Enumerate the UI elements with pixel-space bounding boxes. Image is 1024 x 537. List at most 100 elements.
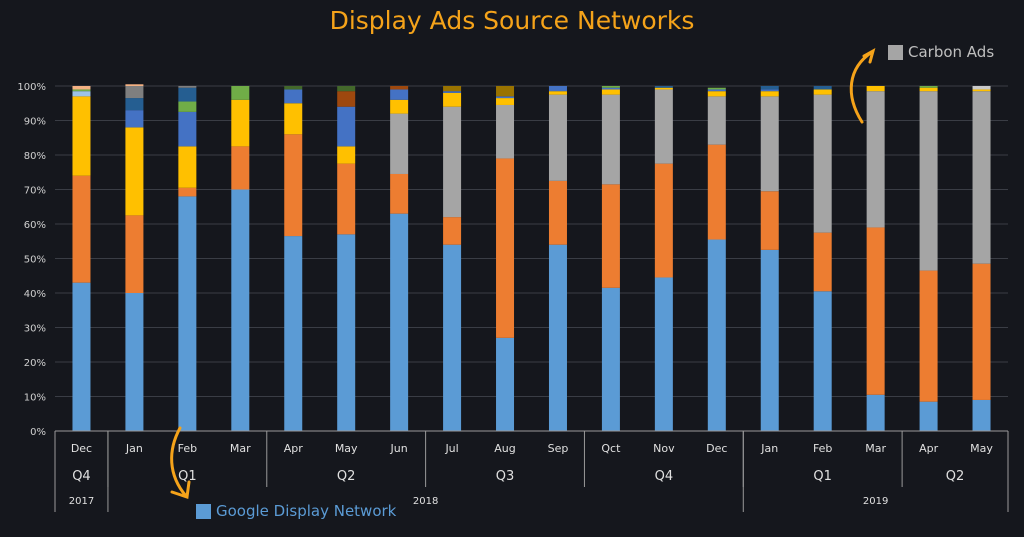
bar-segment (654, 163, 673, 278)
chart-title: Display Ads Source Networks (329, 6, 695, 35)
bar-segment (72, 91, 91, 97)
x-tick-label-year: 2017 (69, 496, 94, 507)
x-tick-label-month: Mar (230, 442, 251, 455)
x-tick-label-month: Dec (71, 442, 92, 455)
bar-segment (972, 399, 991, 431)
bar-segment (178, 111, 197, 147)
bar-segment (654, 86, 673, 88)
arrow-to-google-display-network (170, 426, 188, 498)
bar-segment (284, 103, 303, 135)
bar-segment (601, 287, 620, 431)
y-tick-label: 0% (30, 427, 46, 438)
bar-segment (178, 87, 197, 102)
bar-segment (866, 91, 885, 228)
y-tick-label: 80% (24, 151, 46, 162)
bar-segment (760, 249, 779, 431)
bar-segment (707, 91, 726, 97)
bar-segment (178, 86, 197, 88)
bar-segment (125, 293, 144, 431)
x-tick-label-month: Dec (706, 442, 727, 455)
bar-segment (707, 239, 726, 431)
bar-segment (178, 187, 197, 197)
legend-label-carbon-ads: Carbon Ads (908, 43, 995, 61)
bar-segment (125, 98, 144, 111)
x-tick-label-month: Aug (494, 442, 515, 455)
bar-segment (178, 196, 197, 431)
x-tick-label-quarter: Q3 (496, 469, 515, 484)
bar-segment (72, 282, 91, 431)
y-tick-label: 30% (24, 324, 46, 335)
bar-segment (390, 99, 409, 114)
bar-segment (654, 87, 673, 90)
bar-segment (866, 394, 885, 431)
bar-segment (813, 89, 832, 95)
bar-segment (284, 89, 303, 104)
x-tick-label-month: May (970, 442, 993, 455)
bar-segment (390, 113, 409, 174)
bar-segment (72, 86, 91, 90)
bar-segment (231, 86, 250, 100)
bar-segment (125, 84, 144, 86)
bar-segment (707, 89, 726, 92)
bar-segment (337, 146, 356, 164)
bar-segment (231, 146, 250, 190)
legend-swatch-google (196, 503, 211, 519)
bar-segment (707, 144, 726, 240)
bar-segment (337, 86, 356, 92)
y-tick-label: 10% (24, 393, 46, 404)
bar-segment (284, 86, 303, 90)
bar-segment (125, 215, 144, 293)
bar-segment (125, 127, 144, 216)
bar-segment (496, 158, 515, 338)
bar-segment (496, 104, 515, 159)
arrowhead-icon (862, 47, 876, 64)
bar-segment (72, 175, 91, 283)
bar-segment (231, 99, 250, 147)
bar-segment (443, 106, 462, 218)
x-tick-label-month: Apr (284, 442, 304, 455)
bar-segment (178, 101, 197, 112)
bar-segment (813, 94, 832, 233)
y-tick-label: 40% (24, 289, 46, 300)
bar-segment (443, 86, 462, 92)
x-tick-label-month: Nov (653, 442, 675, 455)
bar-segment (866, 86, 885, 92)
x-tick-label-month: Jun (390, 442, 408, 455)
bar-segment (390, 86, 409, 90)
bar-segment (654, 277, 673, 431)
bar-segment (548, 94, 567, 181)
bar-segment (548, 86, 567, 92)
bar-segment (337, 106, 356, 147)
bar-segment (972, 89, 991, 92)
y-tick-label: 60% (24, 220, 46, 231)
bar-segment (390, 213, 409, 431)
x-tick-label-month: Jul (444, 442, 458, 455)
bar-segment (813, 232, 832, 292)
bar-segment (548, 91, 567, 95)
bar-segment (231, 189, 250, 431)
bar-segment (443, 91, 462, 93)
legend-google-display-network: Google Display Network (196, 502, 396, 520)
bar-segment (601, 86, 620, 88)
y-tick-label: 50% (24, 255, 46, 266)
x-tick-label-year: 2019 (863, 496, 888, 507)
bar-segment (972, 91, 991, 264)
x-tick-label-quarter: Q1 (178, 469, 197, 484)
x-tick-label-month: May (335, 442, 358, 455)
x-tick-label-month: Feb (178, 442, 197, 455)
bar-segment (548, 180, 567, 245)
bar-segment (707, 96, 726, 145)
bar-segment (601, 89, 620, 95)
x-tick-label-quarter: Q1 (813, 469, 832, 484)
bar-segment (919, 91, 938, 271)
bar-segment (443, 92, 462, 107)
bar-segment (496, 96, 515, 99)
bar-segment (178, 146, 197, 188)
bar-segment (337, 234, 356, 431)
bar-segment (972, 86, 991, 90)
bar-segment (601, 94, 620, 185)
bar-segment (496, 337, 515, 431)
x-tick-label-month: Jan (760, 442, 778, 455)
bar-segment (284, 134, 303, 237)
